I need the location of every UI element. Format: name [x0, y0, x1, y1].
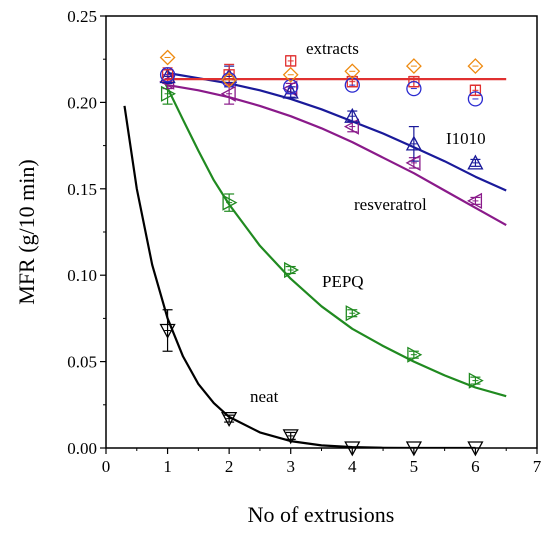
fit-curve	[163, 81, 507, 398]
data-point	[344, 107, 361, 123]
x-axis-title: No of extrusions	[248, 502, 395, 527]
annotation-resveratrol: resveratrol	[354, 195, 427, 214]
data-point	[283, 79, 299, 95]
x-tick-label: 1	[163, 457, 172, 476]
y-tick-label: 0.20	[67, 93, 97, 112]
data-point	[467, 192, 483, 209]
data-point	[222, 194, 238, 211]
x-tick-label: 7	[533, 457, 542, 476]
y-tick-label: 0.00	[67, 439, 97, 458]
data-point	[467, 58, 484, 75]
data-point	[344, 77, 360, 93]
data-point	[407, 346, 423, 363]
data-point	[282, 429, 299, 445]
data-point	[344, 63, 361, 80]
data-point	[469, 84, 482, 96]
x-tick-label: 5	[410, 457, 419, 476]
data-markers	[159, 49, 484, 457]
x-tick-label: 3	[286, 457, 295, 476]
data-point	[159, 323, 176, 339]
error-bars	[162, 55, 481, 440]
data-point	[468, 372, 484, 389]
y-tick-label: 0.05	[67, 353, 97, 372]
data-point	[221, 411, 238, 427]
annotation-neat: neat	[250, 387, 279, 406]
x-tick-label: 4	[348, 457, 357, 476]
data-point	[223, 69, 235, 81]
y-axis-title: MFR (g/10 min)	[14, 159, 39, 304]
annotation-pepq: PEPQ	[322, 272, 364, 291]
data-point	[221, 71, 238, 88]
annotation-i1010: I1010	[446, 129, 486, 148]
y-tick-label: 0.25	[67, 7, 97, 26]
y-tick-label: 0.15	[67, 180, 97, 199]
data-point	[284, 261, 300, 279]
data-point	[343, 118, 359, 135]
data-point	[159, 67, 176, 83]
data-point	[467, 154, 484, 170]
x-tick-label: 2	[225, 457, 234, 476]
data-point	[405, 135, 422, 151]
fit-curve	[123, 105, 476, 448]
axis-ticks: 0 1 2 3 4 5 6 7 0.00 0.05 0.10 0.15 0.20 0.25	[67, 7, 542, 476]
data-point	[285, 55, 297, 67]
data-point	[405, 154, 421, 171]
data-point	[282, 66, 299, 83]
data-point	[406, 80, 422, 97]
data-point	[159, 49, 176, 66]
y-tick-label: 0.10	[67, 266, 97, 285]
data-point	[220, 85, 236, 102]
fit-curve	[167, 84, 507, 227]
data-point	[467, 91, 484, 107]
annotation-extracts: extracts	[306, 39, 359, 58]
data-point	[159, 68, 176, 84]
data-point	[405, 58, 422, 75]
x-tick-label: 6	[471, 457, 480, 476]
data-point	[282, 83, 299, 99]
data-point	[160, 85, 176, 102]
x-tick-label: 0	[102, 457, 111, 476]
data-point	[345, 305, 361, 322]
